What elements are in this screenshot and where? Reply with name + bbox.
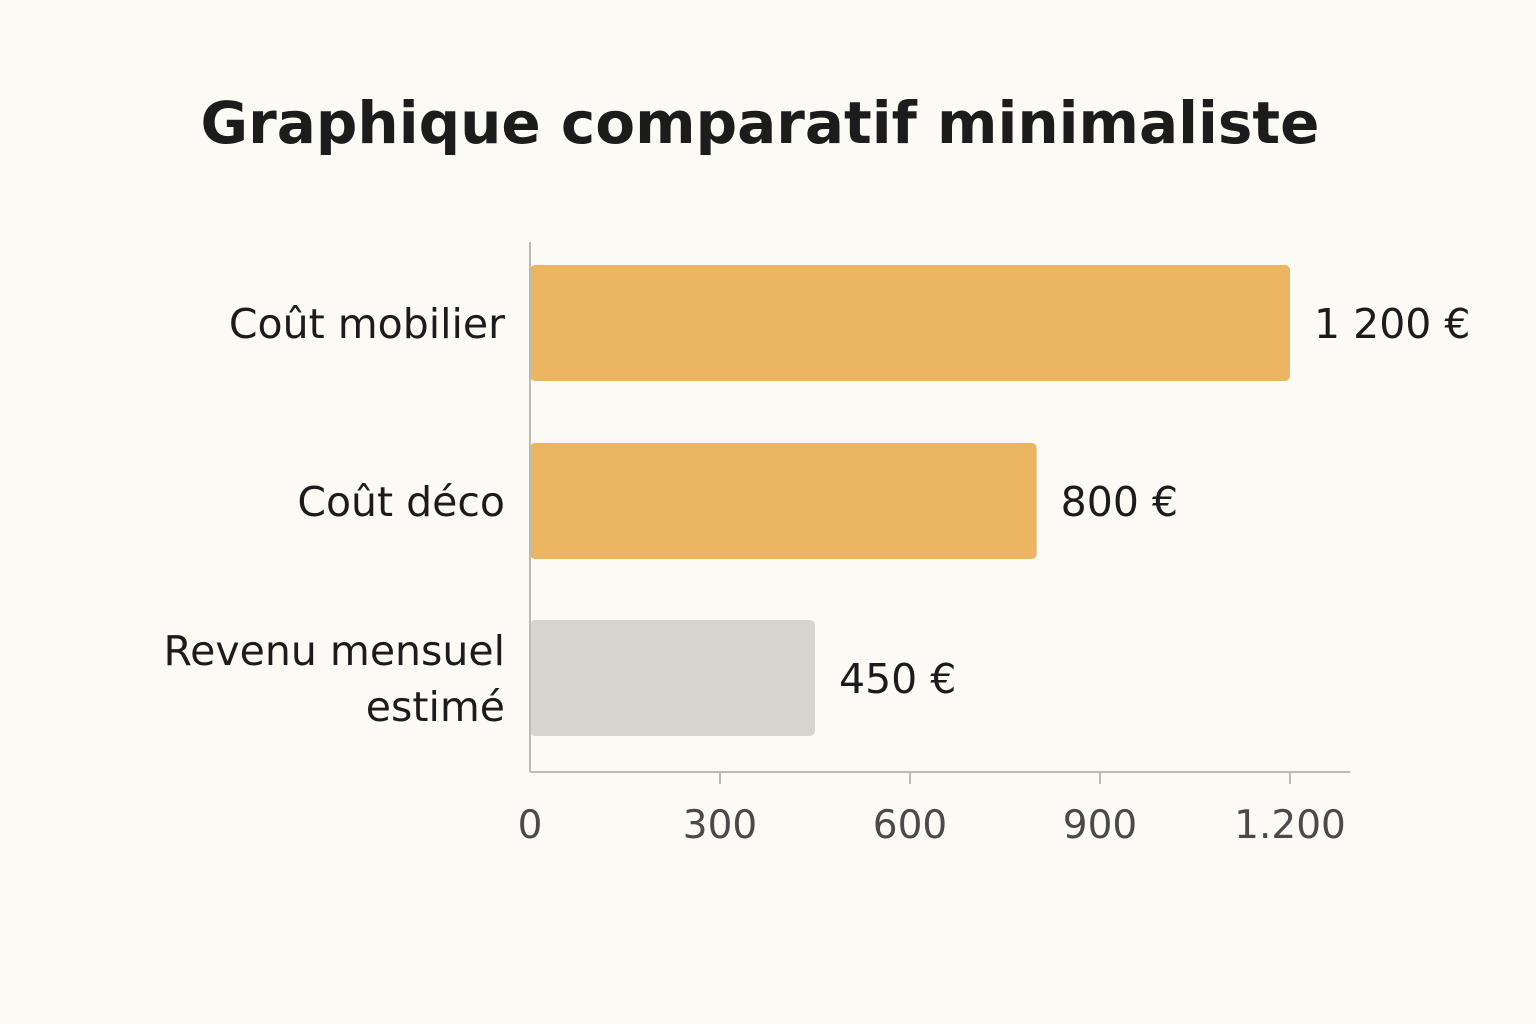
category-label-line: Revenu mensuel [164, 627, 505, 675]
x-tick-label: 900 [1063, 803, 1137, 848]
value-label-2: 800 € [1061, 478, 1178, 526]
category-label-2: Coût déco [297, 478, 505, 526]
category-label-line: Coût mobilier [229, 300, 505, 348]
labels-layer: 1 200 € Coût mobilier 800 € Coût déco 450 € R… [164, 300, 1471, 731]
x-tick-label: 0 [518, 803, 543, 848]
ticks-layer: 0 300 600 900 1.200 [518, 772, 1346, 848]
category-label-line: estimé [366, 683, 505, 731]
x-tick-label: 1.200 [1234, 803, 1346, 848]
category-label-3: Revenu mensuel estimé [164, 627, 505, 731]
value-label-1: 1 200 € [1314, 300, 1471, 348]
x-tick-label: 600 [873, 803, 947, 848]
bar-2 [530, 443, 1037, 559]
axis-layer [529, 242, 1350, 773]
chart-title: Graphique comparatif minimaliste [201, 89, 1320, 157]
bar-3 [530, 620, 815, 736]
x-tick-label: 300 [683, 803, 757, 848]
bars-layer [530, 265, 1290, 736]
category-label-line: Coût déco [297, 478, 505, 526]
value-label-3: 450 € [839, 655, 956, 703]
category-label-1: Coût mobilier [229, 300, 505, 348]
bar-1 [530, 265, 1290, 381]
